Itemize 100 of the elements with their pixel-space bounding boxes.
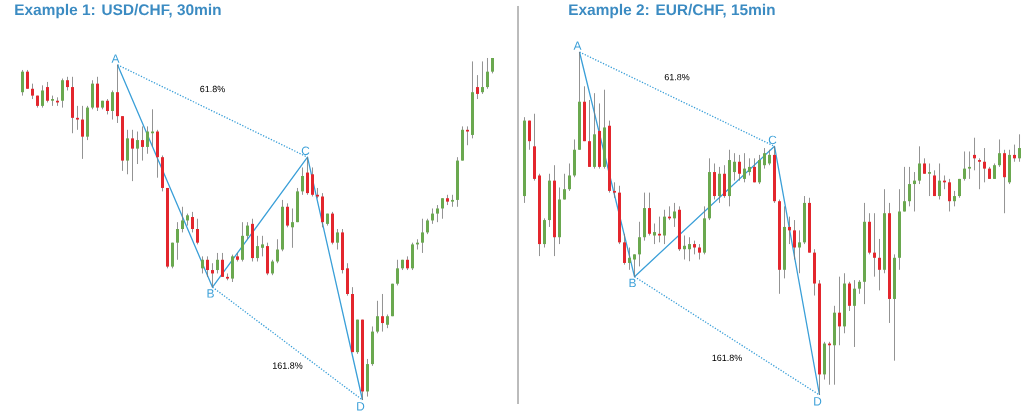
candlestick bbox=[658, 216, 662, 243]
candlestick bbox=[718, 166, 722, 204]
annotation: 161.8% bbox=[712, 354, 742, 362]
candlestick bbox=[638, 221, 642, 267]
candlestick bbox=[763, 147, 767, 170]
candlestick bbox=[653, 223, 657, 245]
annotation: C bbox=[768, 135, 777, 145]
candlestick bbox=[918, 145, 922, 185]
annotation: C bbox=[301, 146, 310, 155]
candlestick bbox=[216, 252, 219, 274]
text: A bbox=[573, 41, 582, 50]
candlestick bbox=[793, 219, 797, 260]
candlestick bbox=[908, 166, 912, 207]
candlestick bbox=[96, 76, 99, 112]
candlestick bbox=[475, 74, 479, 100]
candlestick bbox=[51, 95, 54, 107]
candlestick bbox=[878, 238, 882, 291]
candlestick bbox=[21, 69, 24, 97]
candlestick bbox=[968, 151, 972, 180]
candlestick bbox=[663, 209, 667, 245]
candlestick bbox=[411, 242, 414, 271]
candlestick bbox=[46, 81, 49, 103]
candlestick bbox=[261, 235, 264, 257]
candlestick bbox=[933, 169, 937, 197]
candlestick bbox=[191, 211, 194, 233]
candlestick bbox=[633, 253, 637, 278]
candlestick bbox=[381, 293, 384, 332]
candlestick bbox=[211, 262, 214, 288]
candlestick bbox=[206, 255, 209, 278]
candlestick bbox=[623, 233, 627, 266]
candlestick bbox=[568, 163, 572, 192]
candlestick bbox=[231, 254, 234, 283]
candlestick bbox=[913, 171, 917, 212]
candlestick bbox=[733, 152, 737, 182]
candlestick bbox=[758, 154, 762, 185]
candlestick bbox=[316, 187, 319, 199]
candlestick bbox=[743, 152, 747, 183]
annotation: 161.8% bbox=[272, 362, 303, 369]
candlestick bbox=[673, 202, 677, 228]
candlestick bbox=[226, 273, 229, 281]
text: D bbox=[357, 402, 365, 411]
candlestick bbox=[126, 129, 129, 175]
candlestick bbox=[291, 208, 294, 249]
candlestick bbox=[81, 105, 84, 160]
chart-title: Example 2: EUR/CHF, 15min bbox=[569, 3, 775, 19]
candlestick bbox=[738, 154, 742, 182]
candlestick bbox=[146, 126, 149, 155]
candlestick bbox=[450, 194, 454, 208]
candlestick bbox=[306, 156, 309, 196]
candlestick bbox=[116, 64, 119, 124]
chart-title: Example 1: USD/CHF, 30min bbox=[15, 3, 221, 19]
candlestick bbox=[983, 147, 987, 183]
candlestick bbox=[465, 126, 469, 146]
candlestick bbox=[76, 105, 79, 131]
candlestick bbox=[753, 157, 757, 183]
candlestick bbox=[688, 236, 692, 262]
candlestick bbox=[111, 90, 114, 120]
candlestick bbox=[336, 228, 339, 250]
candlestick bbox=[131, 129, 134, 182]
candlestick bbox=[141, 126, 144, 161]
candlestick bbox=[838, 276, 842, 346]
candlestick bbox=[848, 281, 852, 312]
candlestick bbox=[1018, 133, 1022, 163]
candlestick bbox=[171, 242, 174, 269]
candlestick bbox=[41, 84, 44, 108]
candlestick bbox=[963, 151, 967, 182]
candlestick bbox=[628, 247, 632, 271]
annotation: 61.8% bbox=[200, 85, 225, 93]
candlestick bbox=[91, 79, 94, 110]
candlestick bbox=[698, 243, 702, 260]
candlestick bbox=[421, 218, 424, 254]
candlestick bbox=[853, 279, 857, 348]
candlestick bbox=[396, 259, 399, 286]
candlestick bbox=[311, 167, 314, 197]
candlestick bbox=[973, 137, 977, 171]
candlestick bbox=[376, 300, 379, 334]
candlestick bbox=[276, 238, 279, 264]
candlestick bbox=[256, 235, 259, 262]
candlestick bbox=[441, 197, 444, 220]
candlestick bbox=[528, 120, 532, 151]
candlestick bbox=[723, 164, 727, 199]
candlestick bbox=[998, 139, 1002, 168]
candlestick bbox=[798, 229, 802, 274]
candlestick bbox=[136, 131, 139, 165]
candlestick bbox=[928, 163, 932, 197]
candlestick bbox=[301, 167, 304, 196]
candlestick bbox=[1013, 144, 1017, 163]
candlestick bbox=[61, 78, 64, 108]
annotation: B bbox=[207, 289, 214, 298]
text: D bbox=[814, 397, 822, 406]
annotation: A bbox=[111, 54, 120, 63]
candlestick bbox=[563, 173, 567, 200]
candlestick bbox=[26, 69, 29, 90]
candlestick bbox=[938, 163, 942, 200]
annotation: 61.8% bbox=[664, 73, 690, 81]
candlestick bbox=[196, 218, 199, 245]
candlestick bbox=[903, 166, 907, 212]
candlestick bbox=[221, 252, 224, 278]
candlestick bbox=[485, 57, 489, 90]
candlestick bbox=[978, 157, 982, 190]
